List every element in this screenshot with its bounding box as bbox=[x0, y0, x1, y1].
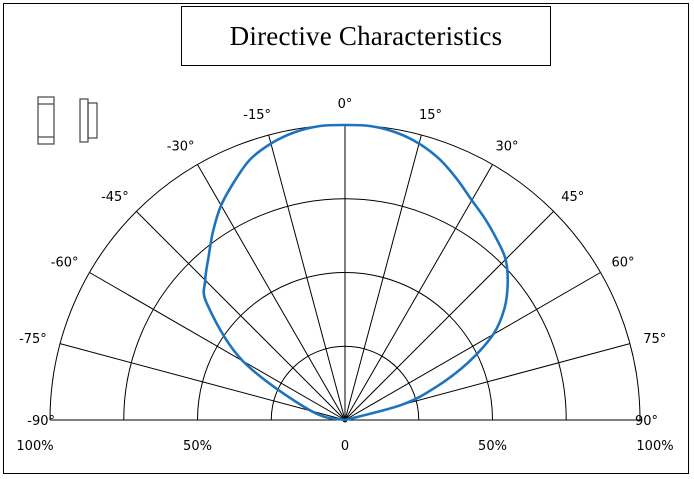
chart-frame bbox=[3, 3, 689, 474]
grid-spoke bbox=[344, 211, 554, 421]
radial-label: 50% bbox=[478, 439, 507, 454]
angle-label: 45° bbox=[561, 190, 584, 205]
polar-grid bbox=[49, 124, 641, 423]
grid-spoke bbox=[59, 343, 346, 421]
angle-label: -15° bbox=[243, 108, 271, 123]
angle-label: -30° bbox=[167, 140, 195, 155]
led-side-icon bbox=[79, 98, 98, 143]
radial-labels: 100% 50% 0 50% 100% bbox=[16, 439, 673, 454]
grid-spoke bbox=[197, 164, 346, 421]
grid-spoke bbox=[136, 211, 346, 421]
grid-spoke bbox=[268, 134, 346, 421]
radial-label: 50% bbox=[183, 439, 212, 454]
angle-labels: -90° -75° -60° -45° -30° -15° 0° 15° 30° 45° 60° 75… bbox=[19, 97, 666, 429]
radial-label: 0 bbox=[341, 439, 349, 454]
angle-label: 15° bbox=[419, 108, 442, 123]
grid-spoke bbox=[344, 134, 422, 421]
led-front-icon bbox=[37, 96, 55, 145]
angle-label: -75° bbox=[19, 332, 47, 347]
angle-label: 60° bbox=[612, 256, 635, 271]
grid-spoke bbox=[344, 272, 601, 421]
series-layer bbox=[202, 123, 510, 422]
angle-label: 30° bbox=[496, 140, 519, 155]
chart-title-box: Directive Characteristics bbox=[181, 6, 551, 66]
angle-label: 75° bbox=[643, 332, 666, 347]
radial-label: 100% bbox=[16, 439, 53, 454]
chart-title: Directive Characteristics bbox=[229, 20, 503, 51]
angle-label: 0° bbox=[338, 97, 353, 112]
grid-spoke bbox=[89, 272, 346, 421]
series-curve bbox=[202, 123, 510, 422]
angle-label: -60° bbox=[51, 256, 79, 271]
angle-label: 90° bbox=[635, 414, 658, 429]
angle-label: -45° bbox=[101, 190, 129, 205]
grid-spoke bbox=[344, 164, 493, 421]
angle-label: -90° bbox=[27, 414, 55, 429]
radial-label: 100% bbox=[636, 439, 673, 454]
